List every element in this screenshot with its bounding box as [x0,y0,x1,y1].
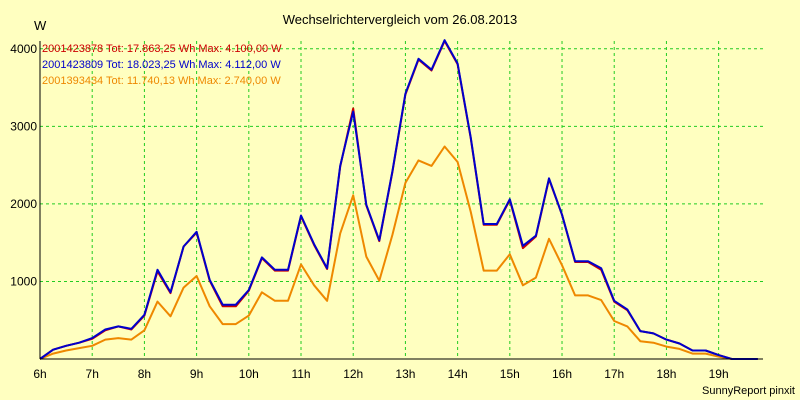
x-tick-label: 6h [33,367,46,381]
y-tick-label: 1000 [10,274,37,288]
x-tick-label: 19h [709,367,729,381]
x-tick-label: 15h [500,367,520,381]
x-tick-label: 12h [343,367,363,381]
chart-title: Wechselrichtervergleich vom 26.08.2013 [283,12,518,27]
x-tick-label: 18h [656,367,676,381]
legend-entry-2001423809: 2001423809 Tot: 18.023,25 Wh Max: 4.112,… [42,59,281,71]
x-tick-label: 17h [604,367,624,381]
x-tick-label: 16h [552,367,572,381]
series-lines [39,39,758,360]
legend-entry-2001393434: 2001393434 Tot: 11.740,13 Wh Max: 2.740,… [42,75,281,87]
x-tick-label: 13h [395,367,415,381]
x-tick-label: 8h [138,367,151,381]
y-tick-label: 4000 [10,42,37,56]
x-tick-label: 9h [190,367,203,381]
x-tick-label: 7h [86,367,99,381]
y-tick-label: 2000 [10,197,37,211]
y-axis-ticks: 1000 2000 3000 4000 [10,42,37,289]
footer-credit: SunnyReport pinxit [702,385,795,397]
x-axis-ticks: 6h 7h 8h 9h 10h 11h 12h 13h 14h 15h 16h 17h 18h 19h [33,367,728,381]
legend-entry-2001423878: 2001423878 Tot: 17.863,25 Wh Max: 4.100,… [42,43,282,55]
x-tick-label: 14h [448,367,468,381]
x-tick-label: 10h [239,367,259,381]
series-line-2001423809 [39,39,758,360]
series-line-2001393434 [39,145,758,360]
y-axis-unit-label: W [34,18,47,33]
y-tick-label: 3000 [10,119,37,133]
grid [40,41,763,359]
legend: 2001423878 Tot: 17.863,25 Wh Max: 4.100,… [42,43,282,87]
x-tick-label: 11h [291,367,310,381]
axes [39,41,763,360]
